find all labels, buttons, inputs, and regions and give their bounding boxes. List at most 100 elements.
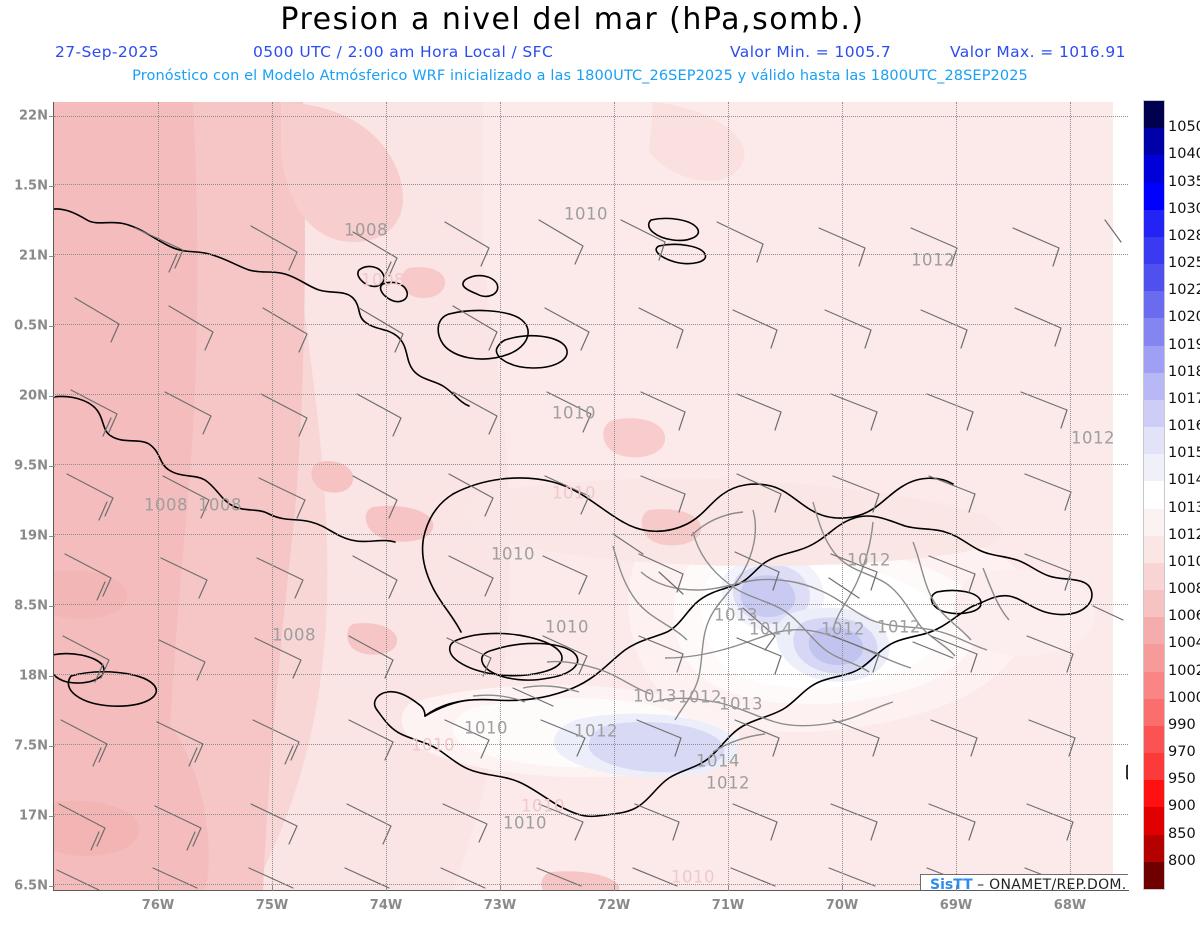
contour-label: 1012 (706, 773, 750, 793)
colorbar-tick-label: 1019 (1168, 336, 1200, 353)
contour-label: 1012 (911, 250, 955, 270)
map-overlay-layer (53, 102, 1128, 890)
colorbar-tick-label: 1015 (1168, 445, 1200, 462)
contour-label: 1010 (411, 735, 455, 755)
x-axis-tick-mark (614, 885, 615, 891)
colorbar-band (1144, 562, 1164, 591)
colorbar-band (1144, 753, 1164, 781)
gridline-horizontal (53, 324, 1128, 325)
x-axis-tick-mark (386, 885, 387, 891)
colorbar-band (1144, 101, 1164, 129)
gridline-vertical (1070, 102, 1071, 890)
colorbar-tick-label: 1016 (1168, 418, 1200, 435)
x-axis-tick-mark (728, 885, 729, 891)
contour-label: 1008 (361, 270, 405, 290)
onamet-owner: – ONAMET/REP.DOM. (977, 877, 1127, 890)
colorbar-tick-label: 1017 (1168, 390, 1200, 407)
colorbar-tick-label: 900 (1168, 798, 1196, 815)
colorbar-band (1144, 454, 1164, 482)
x-axis-tick-mark (956, 885, 957, 891)
colorbar-tick-label: 1010 (1168, 553, 1200, 570)
colorbar-band (1144, 345, 1164, 373)
contour-label: 1010 (552, 403, 596, 423)
gridline-horizontal (53, 464, 1128, 465)
y-axis-tick-label: 1.5N (14, 178, 48, 194)
contour-label: 1014 (696, 751, 740, 771)
colorbar-band (1144, 291, 1164, 319)
map-plot-area[interactable]: 1010 1008 1012 1008 1010 1012 1008 1008 1010 1010… (53, 102, 1128, 890)
colorbar-band (1144, 427, 1164, 455)
y-axis-tick-mark (49, 326, 55, 327)
y-axis-tick-label: 8.5N (14, 598, 48, 614)
x-axis-tick-mark (1070, 885, 1071, 891)
gridline-vertical (386, 102, 387, 890)
colorbar-band (1144, 861, 1164, 889)
gridline-vertical (956, 102, 957, 890)
x-axis-tick-mark (842, 885, 843, 891)
colorbar-band (1144, 481, 1164, 509)
pressure-shading-layer (53, 102, 1113, 890)
contour-label: 1008 (344, 220, 388, 240)
colorbar-band (1144, 236, 1164, 265)
y-axis-tick-mark (49, 816, 55, 817)
contour-label: 1013 (633, 686, 677, 706)
value-max-label: Valor Max. = 1016.91 (950, 43, 1126, 61)
x-axis-tick-label: 68W (1053, 898, 1087, 913)
contour-label: 1010 (545, 617, 589, 637)
contour-label: 1008 (272, 625, 316, 645)
model-note: Pronóstico con el Modelo Atmósferico WRF… (132, 68, 1028, 84)
contour-label: 1010 (671, 867, 715, 887)
gridline-vertical (728, 102, 729, 890)
contour-label: 1012 (678, 687, 722, 707)
gridline-horizontal (53, 744, 1128, 745)
contour-label: 1010 (564, 204, 608, 224)
colorbar-band (1144, 182, 1164, 210)
y-axis-tick-mark (49, 396, 55, 397)
y-axis-tick-mark (49, 186, 55, 187)
x-axis-tick-label: 76W (141, 898, 175, 913)
colorbar-band (1144, 508, 1164, 536)
colorbar-band (1144, 671, 1164, 699)
gridline-horizontal (53, 534, 1128, 535)
y-axis-tick-label: 0.5N (14, 318, 48, 334)
colorbar-tick-label: 1013 (1168, 499, 1200, 516)
gridline-vertical (842, 102, 843, 890)
y-axis-tick-label: 7.5N (14, 738, 48, 754)
colorbar-tick-label: 850 (1168, 825, 1196, 842)
colorbar-band (1144, 780, 1164, 808)
y-axis-tick-mark (49, 536, 55, 537)
y-axis-tick-label: 20N (19, 388, 48, 404)
colorbar-tick-label: 1028 (1168, 227, 1200, 244)
x-axis-tick-label: 73W (483, 898, 517, 913)
contour-label: 1012 (821, 619, 865, 639)
y-axis-tick-label: 21N (19, 248, 48, 264)
y-axis-tick-mark (49, 116, 55, 117)
contour-label: 1012 (847, 550, 891, 570)
x-axis-tick-label: 74W (369, 898, 403, 913)
gridline-horizontal (53, 116, 1128, 117)
colorbar-tick-label: 990 (1168, 716, 1196, 733)
gridline-vertical (500, 102, 501, 890)
colorbar-tick-label: 1018 (1168, 363, 1200, 380)
colorbar-tick-label: 1000 (1168, 689, 1200, 706)
x-axis-tick-mark (272, 885, 273, 891)
y-axis-tick-mark (49, 606, 55, 607)
x-axis-tick-label: 75W (255, 898, 289, 913)
contour-label: 1012 (1071, 428, 1115, 448)
colorbar[interactable] (1143, 100, 1165, 890)
colorbar-band (1144, 617, 1164, 645)
colorbar-tick-label: 970 (1168, 744, 1196, 761)
y-axis-tick-mark (49, 466, 55, 467)
y-axis-tick-label: 9.5N (14, 458, 48, 474)
contour-label: 1010 (464, 718, 508, 738)
contour-label: 1012 (877, 617, 921, 637)
colorbar-band (1144, 155, 1164, 183)
cycle-time: 0500 UTC / 2:00 am Hora Local / SFC (253, 43, 554, 61)
colorbar-band (1144, 644, 1164, 672)
colorbar-band (1144, 399, 1164, 428)
colorbar-band (1144, 590, 1164, 618)
y-axis-tick-mark (49, 886, 55, 887)
colorbar-band (1144, 725, 1164, 754)
y-axis-tick-mark (49, 746, 55, 747)
x-axis-tick-mark (158, 885, 159, 891)
